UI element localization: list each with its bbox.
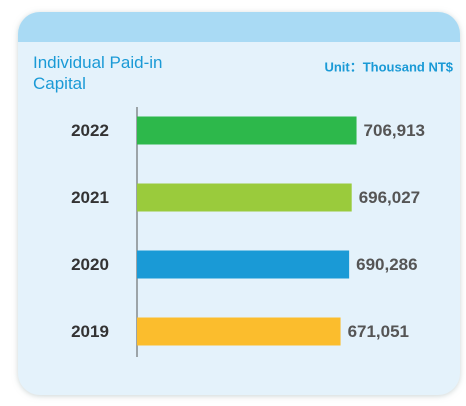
bar <box>137 116 357 145</box>
chart-title: Individual Paid-in Capital <box>33 53 163 93</box>
y-tick-label: 2020 <box>71 255 109 274</box>
value-label: 696,027 <box>359 188 420 207</box>
value-label: 671,051 <box>348 322 409 341</box>
y-tick-label: 2019 <box>71 322 109 341</box>
value-label: 690,286 <box>356 255 417 274</box>
bar <box>137 183 352 212</box>
y-tick-label: 2021 <box>71 188 109 207</box>
bar <box>137 250 350 279</box>
card-header <box>18 12 460 42</box>
unit-label: Unit：Thousand NT$ <box>324 59 453 74</box>
bar <box>137 317 341 346</box>
y-tick-label: 2022 <box>71 121 109 140</box>
value-label: 706,913 <box>364 121 425 140</box>
